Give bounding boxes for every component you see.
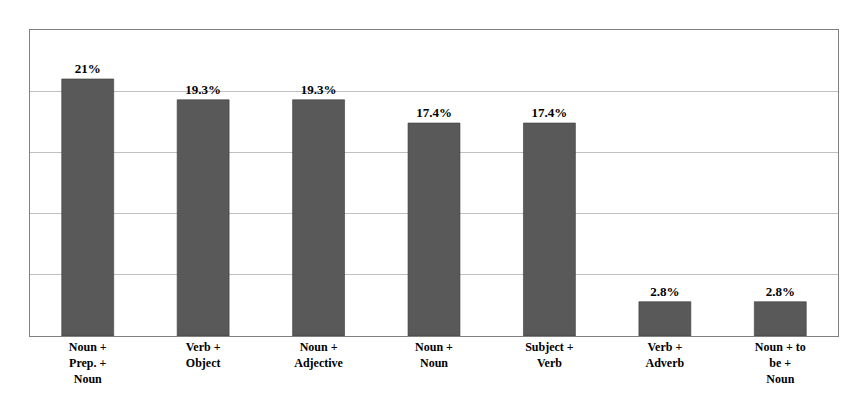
svg-text:Noun +Adjective: Noun +Adjective xyxy=(294,340,343,370)
svg-text:2.8%: 2.8% xyxy=(650,284,679,299)
svg-text:19.3%: 19.3% xyxy=(301,82,337,97)
svg-text:Verb +Adverb: Verb +Adverb xyxy=(646,340,685,370)
svg-text:17.4%: 17.4% xyxy=(532,105,568,120)
svg-text:Noun +Noun: Noun +Noun xyxy=(415,340,453,370)
svg-text:Verb +Object: Verb +Object xyxy=(186,340,221,370)
svg-text:21%: 21% xyxy=(75,61,101,76)
svg-text:17.4%: 17.4% xyxy=(416,105,452,120)
svg-text:Noun +Prep. +Noun: Noun +Prep. +Noun xyxy=(69,340,107,385)
svg-text:2.8%: 2.8% xyxy=(766,284,795,299)
svg-text:Noun + tobe +Noun: Noun + tobe +Noun xyxy=(755,340,806,385)
svg-text:Subject +Verb: Subject +Verb xyxy=(525,340,574,370)
svg-text:19.3%: 19.3% xyxy=(185,82,221,97)
